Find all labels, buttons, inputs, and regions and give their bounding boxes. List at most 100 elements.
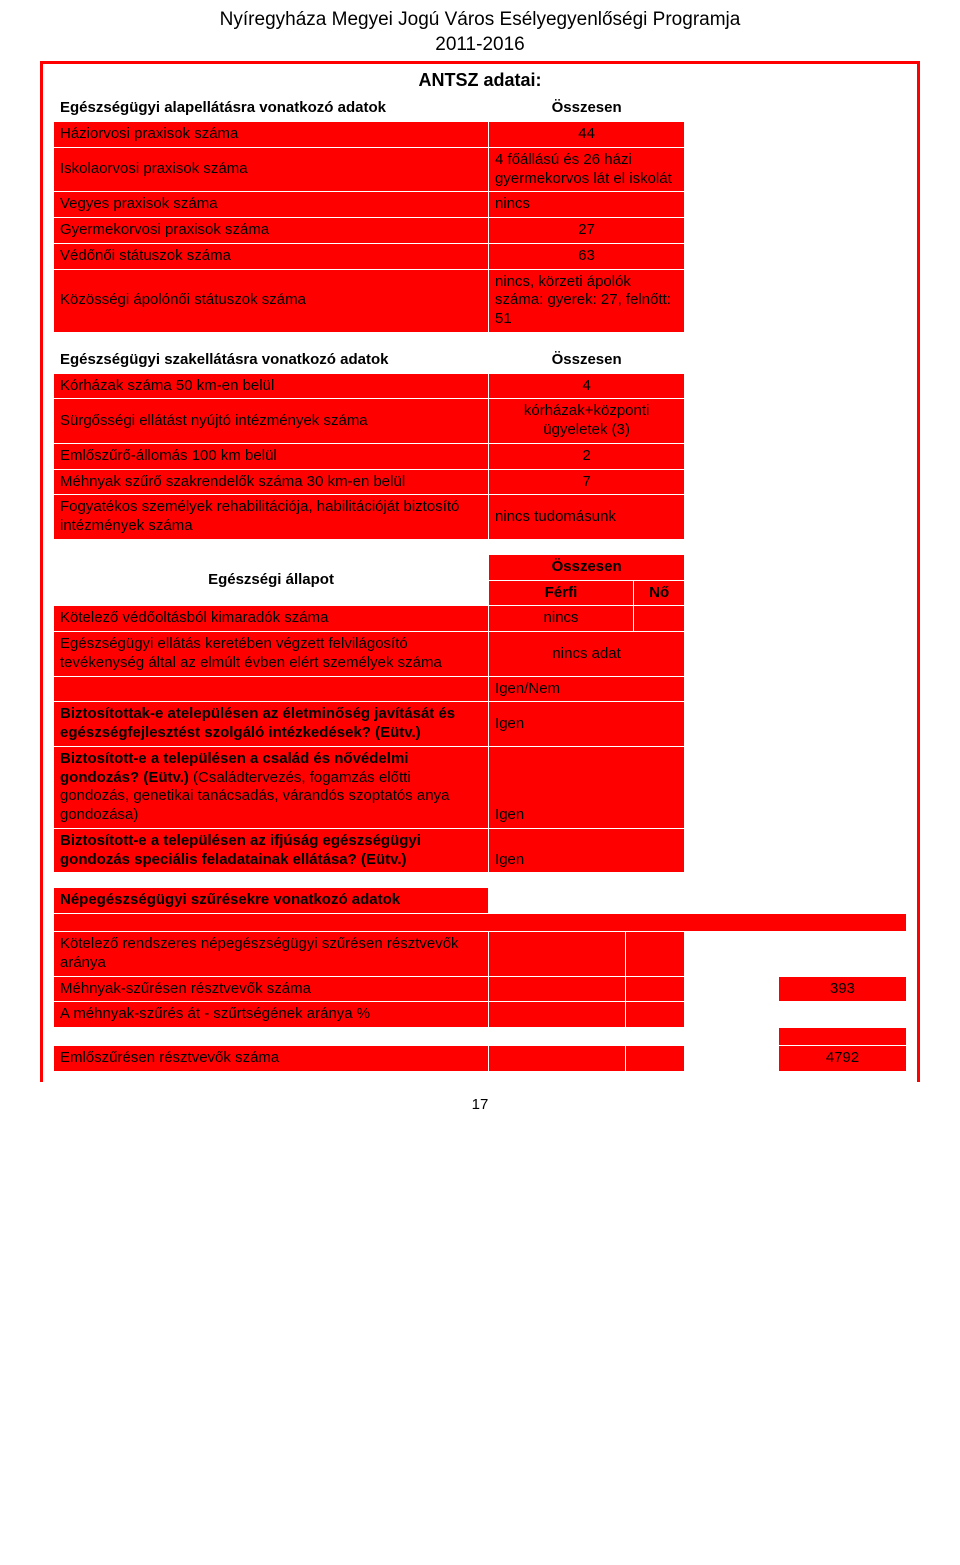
row-ext (685, 243, 907, 269)
row-ext (685, 632, 907, 677)
row-value: Igen (489, 746, 685, 828)
table-row: Háziorvosi praxisok száma 44 (54, 122, 907, 148)
row-label: Biztosított-e a településen a család és … (54, 746, 489, 828)
row-ext (685, 495, 907, 540)
row-ext (685, 373, 907, 399)
row-far: 393 (779, 976, 907, 1002)
header-value: Összesen (489, 347, 685, 373)
row-value2 (625, 1046, 685, 1072)
row-label: Kötelező védőoltásból kimaradók száma (54, 606, 489, 632)
blank-cell (625, 1028, 685, 1046)
doc-title-line2: 2011-2016 (435, 34, 524, 55)
row-ext (685, 932, 779, 977)
table-health-status: Egészségi állapot Összesen Férfi Nő Köte… (53, 554, 907, 874)
table-row: Emlőszűrésen résztvevők száma 4792 (54, 1046, 907, 1072)
table-row: Vegyes praxisok száma nincs (54, 192, 907, 218)
row-label: Kórházak száma 50 km-en belül (54, 373, 489, 399)
row-value: 4 főállású és 26 házi gyermekorvos lát e… (489, 147, 685, 192)
row-ext (685, 469, 907, 495)
table-specialist-care: Egészségügyi szakellátásra vonatkozó ada… (53, 347, 907, 540)
row-ext (685, 676, 907, 702)
row-value (489, 976, 625, 1002)
row-label: Biztosított-e a településen az ifjúság e… (54, 828, 489, 873)
row-value: 27 (489, 218, 685, 244)
row-ext (685, 399, 907, 444)
row-value: nincs (489, 606, 634, 632)
blank-cell (685, 1028, 779, 1046)
row-label: Egészségügyi ellátás keretében végzett f… (54, 632, 489, 677)
row-label: Gyermekorvosi praxisok száma (54, 218, 489, 244)
table-row: Fogyatékos személyek rehabilitációja, ha… (54, 495, 907, 540)
header-spacer (685, 96, 907, 122)
subheader-male: Férfi (489, 580, 634, 606)
header-spacer (625, 888, 685, 914)
row-value: nincs (489, 192, 685, 218)
table-row: Igen/Nem (54, 676, 907, 702)
row-far: 4792 (779, 1046, 907, 1072)
row-value: nincs adat (489, 632, 685, 677)
row-value2 (625, 976, 685, 1002)
header-spacer (685, 554, 907, 606)
row-label (54, 676, 489, 702)
row-label: Vegyes praxisok száma (54, 192, 489, 218)
row-value: 2 (489, 443, 685, 469)
table-public-health: Népegészségügyi szűrésekre vonatkozó ada… (53, 887, 907, 1072)
row-label: Méhnyak-szűrésen résztvevők száma (54, 976, 489, 1002)
content-frame: ANTSZ adatai: Egészségügyi alapellátásra… (40, 61, 920, 1082)
row-ext (685, 122, 907, 148)
row-ext (685, 606, 907, 632)
header-spacer (685, 347, 907, 373)
header-spacer (685, 888, 779, 914)
row-value: 4 (489, 373, 685, 399)
header-value: Összesen (489, 554, 685, 580)
row-value: Igen (489, 828, 685, 873)
table-row: Kötelező védőoltásból kimaradók száma ni… (54, 606, 907, 632)
row-value (489, 932, 625, 977)
row-label: Emlőszűrésen résztvevők száma (54, 1046, 489, 1072)
table-row: Gyermekorvosi praxisok száma 27 (54, 218, 907, 244)
row-label: Háziorvosi praxisok száma (54, 122, 489, 148)
header-spacer (779, 888, 907, 914)
row-ext (685, 443, 907, 469)
row-value2 (625, 1002, 685, 1028)
table-row: Méhnyak-szűrésen résztvevők száma 393 (54, 976, 907, 1002)
doc-title-line1: Nyíregyháza Megyei Jogú Város Esélyegyen… (220, 9, 741, 30)
table-row: Kórházak száma 50 km-en belül 4 (54, 373, 907, 399)
table-row: Iskolaorvosi praxisok száma 4 főállású é… (54, 147, 907, 192)
header-label: Népegészségügyi szűrésekre vonatkozó ada… (54, 888, 489, 914)
table-primary-care: Egészségügyi alapellátásra vonatkozó ada… (53, 95, 907, 333)
row-label: Biztosítottak-e atelepülésen az életminő… (54, 702, 489, 747)
blank-cell (54, 914, 907, 932)
table-row: Közösségi ápolónői státuszok száma nincs… (54, 269, 907, 332)
row-ext (685, 976, 779, 1002)
subheader-female: Nő (634, 580, 685, 606)
row-label: A méhnyak-szűrés át - szűrtségének arány… (54, 1002, 489, 1028)
row-label: Védőnői státuszok száma (54, 243, 489, 269)
table-row: Emlőszűrő-állomás 100 km belül 2 (54, 443, 907, 469)
header-label: Egészségügyi alapellátásra vonatkozó ada… (54, 96, 489, 122)
row-label: Emlőszűrő-állomás 100 km belül (54, 443, 489, 469)
table-row: Kötelező rendszeres népegészségügyi szűr… (54, 932, 907, 977)
table-row: Biztosítottak-e atelepülésen az életminő… (54, 702, 907, 747)
blank-cell (54, 1028, 489, 1046)
table-row: Védőnői státuszok száma 63 (54, 243, 907, 269)
blank-cell (489, 1028, 625, 1046)
row-label: Kötelező rendszeres népegészségügyi szűr… (54, 932, 489, 977)
table-blank-row (54, 1028, 907, 1046)
row-value (489, 1002, 625, 1028)
row-value2 (625, 932, 685, 977)
row-value: Igen/Nem (489, 676, 685, 702)
page-number: 17 (40, 1096, 920, 1113)
table-blank-row (54, 914, 907, 932)
row-value: nincs, körzeti ápolók száma: gyerek: 27,… (489, 269, 685, 332)
table-row: A méhnyak-szűrés át - szűrtségének arány… (54, 1002, 907, 1028)
row-ext (685, 702, 907, 747)
row-value: kórházak+központi ügyeletek (3) (489, 399, 685, 444)
row-label: Méhnyak szűrő szakrendelők száma 30 km-e… (54, 469, 489, 495)
blank-cell (779, 1028, 907, 1046)
row-value: nincs tudomásunk (489, 495, 685, 540)
header-label: Egészségi állapot (54, 554, 489, 606)
row-value (489, 1046, 625, 1072)
header-spacer (489, 888, 625, 914)
row-value: Igen (489, 702, 685, 747)
